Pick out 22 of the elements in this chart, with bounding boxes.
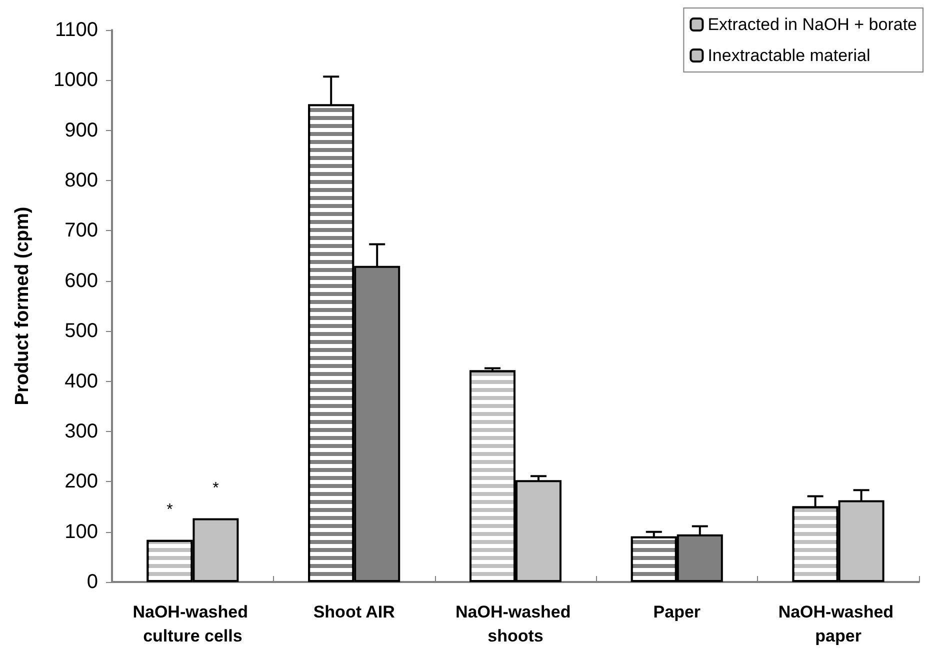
y-axis-title: Product formed (cpm)	[12, 206, 33, 406]
x-tick-label: Shoot AIR	[313, 602, 395, 622]
x-tick-label: NaOH-washed paper	[778, 602, 898, 646]
y-tick-label: 1000	[54, 69, 98, 92]
y-tick-label: 0	[86, 571, 98, 593]
y-tick-label: 400	[64, 370, 98, 392]
y-tick-label: 200	[64, 470, 98, 493]
y-tick-label: 300	[64, 420, 98, 442]
y-tick-label: 100	[64, 520, 98, 543]
y-tick-label: 700	[64, 220, 98, 242]
y-tick-label: 900	[64, 119, 98, 142]
y-tick-label: 600	[64, 270, 98, 292]
x-tick-label: NaOH-washed culture cells	[132, 602, 253, 646]
data-label: *	[166, 501, 173, 518]
y-tick-label: 800	[64, 170, 98, 192]
legend-label: Inextractable material	[708, 46, 870, 65]
data-label: *	[212, 480, 219, 497]
y-tick-label: 500	[64, 320, 98, 342]
legend-label: Extracted in NaOH + borate	[708, 15, 917, 34]
x-tick-label: Paper	[653, 602, 701, 622]
x-tick-label: NaOH-washed shoots	[456, 602, 576, 646]
y-tick-label: 1100	[54, 19, 98, 41]
